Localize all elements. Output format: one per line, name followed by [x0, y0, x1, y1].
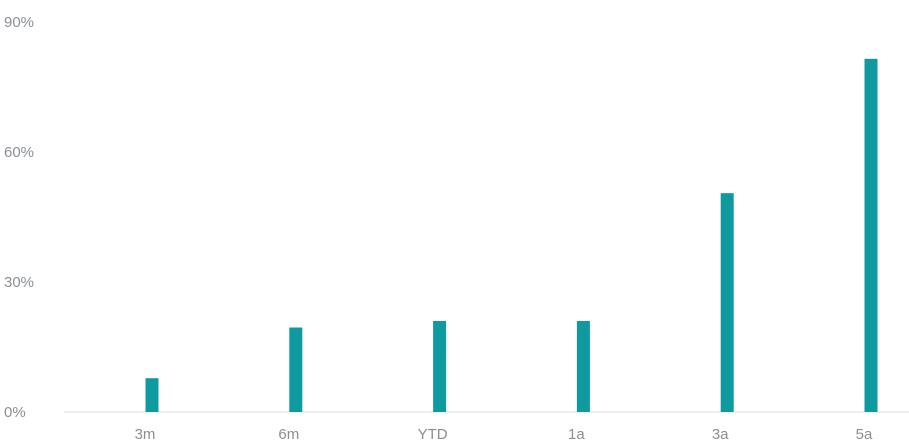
bar-ytd: [433, 321, 447, 412]
y-tick-label: 90%: [4, 14, 34, 31]
y-tick-label: 0%: [4, 404, 26, 421]
y-tick-label: 30%: [4, 274, 34, 291]
x-tick-label: 3m: [135, 426, 156, 442]
y-axis: 0% 30% 60% 90%: [4, 14, 34, 421]
x-tick-label: YTD: [418, 426, 448, 442]
bars: [145, 58, 878, 412]
x-tick-label: 6m: [278, 426, 299, 442]
y-tick-label: 60%: [4, 144, 34, 161]
x-tick-label: 1a: [568, 426, 585, 442]
bar-1a: [576, 321, 590, 412]
x-axis: 3m 6m YTD 1a 3a 5a: [135, 426, 873, 442]
bar-3a: [720, 193, 734, 412]
x-tick-label: 5a: [856, 426, 873, 442]
bar-3m: [145, 378, 159, 412]
bar-6m: [289, 327, 303, 412]
bar-5a: [864, 58, 878, 412]
x-tick-label: 3a: [712, 426, 729, 442]
